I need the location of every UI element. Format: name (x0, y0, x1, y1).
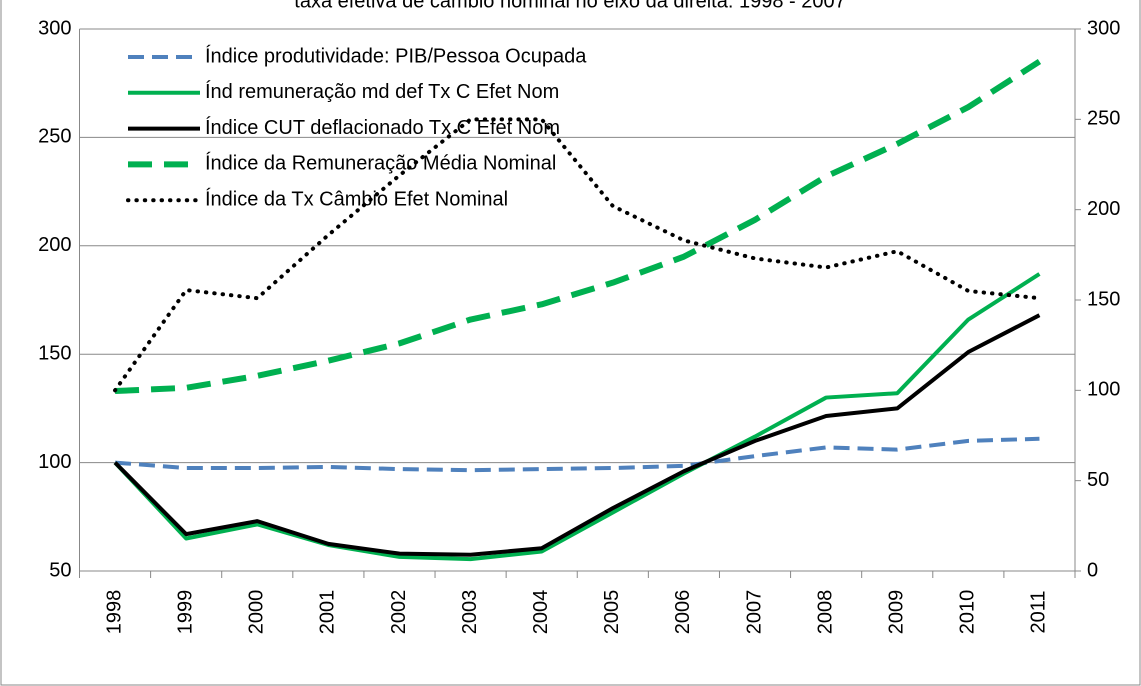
x-tick-label: 2009 (886, 590, 908, 635)
y-tick-label: 300 (38, 17, 71, 39)
series-line (113, 313, 1041, 557)
y-tick-label: 100 (38, 451, 71, 473)
series-line (113, 272, 1041, 562)
y-tick-label: 50 (49, 559, 71, 581)
x-tick-label: 2003 (459, 590, 481, 635)
x-tick-label: 1999 (174, 590, 196, 635)
y-tick-label: 150 (38, 342, 71, 364)
y2-tick-label: 250 (1087, 108, 1120, 130)
x-tick-label: 2008 (814, 590, 836, 635)
x-tick-label: 2002 (388, 590, 410, 635)
chart-title: taxa efetiva de câmbio nominal no eixo d… (294, 0, 845, 12)
x-tick-label: 2004 (530, 590, 552, 635)
legend-label: Índice produtividade: PIB/Pessoa Ocupada (205, 44, 587, 67)
y2-tick-label: 50 (1087, 469, 1109, 491)
y2-tick-label: 200 (1087, 198, 1120, 220)
x-tick-label: 2010 (957, 590, 979, 635)
y-tick-label: 200 (38, 234, 71, 256)
legend-label: Índice da Remuneração Média Nominal (205, 152, 556, 175)
series-line (114, 58, 1042, 395)
x-tick-label: 2006 (672, 590, 694, 635)
x-tick-label: 2005 (601, 590, 623, 635)
y2-tick-label: 100 (1087, 379, 1120, 401)
y2-tick-label: 0 (1087, 559, 1098, 581)
legend-label: Índice da Tx Câmbio Efet Nominal (205, 187, 508, 210)
y2-tick-label: 150 (1087, 288, 1120, 310)
y-tick-label: 250 (38, 126, 71, 148)
series-line (113, 117, 1042, 393)
x-tick-label: 1998 (103, 590, 125, 635)
x-tick-label: 2000 (246, 590, 268, 635)
series-line (114, 436, 1040, 473)
x-tick-label: 2011 (1028, 590, 1050, 633)
y2-tick-label: 300 (1087, 17, 1120, 39)
x-tick-label: 2007 (743, 590, 765, 635)
legend-label: Índ remuneração md def Tx C Efet Nom (205, 80, 559, 103)
x-tick-label: 2001 (317, 590, 339, 635)
legend-label: Índice CUT deflacionado Tx C Efet Nom (205, 116, 560, 139)
